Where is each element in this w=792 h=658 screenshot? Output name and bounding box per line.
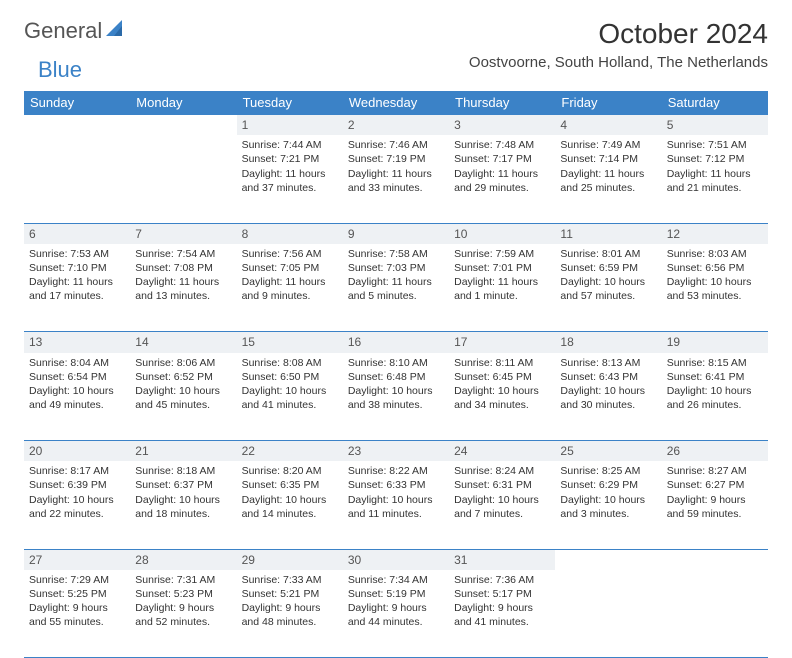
day-number-cell: 9 [343, 223, 449, 244]
day-detail-cell: Sunrise: 8:27 AMSunset: 6:27 PMDaylight:… [662, 461, 768, 549]
day-number-cell: 18 [555, 332, 661, 353]
month-title: October 2024 [469, 18, 768, 50]
day-detail-cell: Sunrise: 7:58 AMSunset: 7:03 PMDaylight:… [343, 244, 449, 332]
day-detail-cell: Sunrise: 7:56 AMSunset: 7:05 PMDaylight:… [237, 244, 343, 332]
logo-text-general: General [24, 18, 102, 44]
day-detail-cell: Sunrise: 8:04 AMSunset: 6:54 PMDaylight:… [24, 353, 130, 441]
day-detail-cell: Sunrise: 7:53 AMSunset: 7:10 PMDaylight:… [24, 244, 130, 332]
weekday-header: Saturday [662, 91, 768, 115]
day-number-cell: 31 [449, 549, 555, 570]
day-number-cell: 22 [237, 441, 343, 462]
day-detail-cell: Sunrise: 8:11 AMSunset: 6:45 PMDaylight:… [449, 353, 555, 441]
detail-row: Sunrise: 7:29 AMSunset: 5:25 PMDaylight:… [24, 570, 768, 658]
day-number-cell [130, 115, 236, 136]
day-number-cell: 19 [662, 332, 768, 353]
day-number-cell: 14 [130, 332, 236, 353]
weekday-header: Monday [130, 91, 236, 115]
day-detail-cell: Sunrise: 8:06 AMSunset: 6:52 PMDaylight:… [130, 353, 236, 441]
day-number-cell: 5 [662, 115, 768, 136]
day-detail-cell: Sunrise: 7:33 AMSunset: 5:21 PMDaylight:… [237, 570, 343, 658]
day-detail-cell: Sunrise: 7:36 AMSunset: 5:17 PMDaylight:… [449, 570, 555, 658]
daynum-row: 13141516171819 [24, 332, 768, 353]
daynum-row: 6789101112 [24, 223, 768, 244]
day-number-cell: 26 [662, 441, 768, 462]
day-number-cell: 4 [555, 115, 661, 136]
calendar-head: SundayMondayTuesdayWednesdayThursdayFrid… [24, 91, 768, 115]
day-number-cell: 12 [662, 223, 768, 244]
day-number-cell: 15 [237, 332, 343, 353]
day-detail-cell: Sunrise: 8:25 AMSunset: 6:29 PMDaylight:… [555, 461, 661, 549]
detail-row: Sunrise: 8:04 AMSunset: 6:54 PMDaylight:… [24, 353, 768, 441]
day-number-cell: 25 [555, 441, 661, 462]
day-detail-cell: Sunrise: 7:48 AMSunset: 7:17 PMDaylight:… [449, 135, 555, 223]
day-detail-cell: Sunrise: 8:13 AMSunset: 6:43 PMDaylight:… [555, 353, 661, 441]
daynum-row: 12345 [24, 115, 768, 136]
day-detail-cell: Sunrise: 8:01 AMSunset: 6:59 PMDaylight:… [555, 244, 661, 332]
day-number-cell: 29 [237, 549, 343, 570]
day-detail-cell: Sunrise: 8:22 AMSunset: 6:33 PMDaylight:… [343, 461, 449, 549]
day-detail-cell [130, 135, 236, 223]
day-detail-cell: Sunrise: 8:18 AMSunset: 6:37 PMDaylight:… [130, 461, 236, 549]
day-number-cell [24, 115, 130, 136]
day-number-cell: 21 [130, 441, 236, 462]
day-number-cell: 1 [237, 115, 343, 136]
daynum-row: 2728293031 [24, 549, 768, 570]
day-number-cell: 2 [343, 115, 449, 136]
day-number-cell: 11 [555, 223, 661, 244]
detail-row: Sunrise: 8:17 AMSunset: 6:39 PMDaylight:… [24, 461, 768, 549]
day-detail-cell: Sunrise: 8:17 AMSunset: 6:39 PMDaylight:… [24, 461, 130, 549]
day-number-cell: 30 [343, 549, 449, 570]
day-number-cell: 23 [343, 441, 449, 462]
location-text: Oostvoorne, South Holland, The Netherlan… [469, 54, 768, 71]
day-number-cell: 7 [130, 223, 236, 244]
day-detail-cell: Sunrise: 8:08 AMSunset: 6:50 PMDaylight:… [237, 353, 343, 441]
detail-row: Sunrise: 7:44 AMSunset: 7:21 PMDaylight:… [24, 135, 768, 223]
day-number-cell: 3 [449, 115, 555, 136]
day-detail-cell: Sunrise: 7:49 AMSunset: 7:14 PMDaylight:… [555, 135, 661, 223]
weekday-header: Friday [555, 91, 661, 115]
calendar-table: SundayMondayTuesdayWednesdayThursdayFrid… [24, 91, 768, 658]
day-number-cell: 28 [130, 549, 236, 570]
day-detail-cell: Sunrise: 8:20 AMSunset: 6:35 PMDaylight:… [237, 461, 343, 549]
day-number-cell: 8 [237, 223, 343, 244]
day-detail-cell: Sunrise: 7:34 AMSunset: 5:19 PMDaylight:… [343, 570, 449, 658]
weekday-header: Wednesday [343, 91, 449, 115]
day-number-cell: 20 [24, 441, 130, 462]
weekday-header: Tuesday [237, 91, 343, 115]
day-detail-cell: Sunrise: 7:29 AMSunset: 5:25 PMDaylight:… [24, 570, 130, 658]
day-detail-cell: Sunrise: 7:51 AMSunset: 7:12 PMDaylight:… [662, 135, 768, 223]
day-detail-cell: Sunrise: 8:24 AMSunset: 6:31 PMDaylight:… [449, 461, 555, 549]
weekday-header: Sunday [24, 91, 130, 115]
day-number-cell [662, 549, 768, 570]
day-number-cell: 27 [24, 549, 130, 570]
day-number-cell [555, 549, 661, 570]
logo: General [24, 18, 128, 44]
day-detail-cell [555, 570, 661, 658]
weekday-header: Thursday [449, 91, 555, 115]
day-detail-cell: Sunrise: 7:44 AMSunset: 7:21 PMDaylight:… [237, 135, 343, 223]
daynum-row: 20212223242526 [24, 441, 768, 462]
day-detail-cell [24, 135, 130, 223]
day-detail-cell: Sunrise: 8:10 AMSunset: 6:48 PMDaylight:… [343, 353, 449, 441]
day-number-cell: 6 [24, 223, 130, 244]
calendar-body: 12345 Sunrise: 7:44 AMSunset: 7:21 PMDay… [24, 115, 768, 658]
day-detail-cell: Sunrise: 7:46 AMSunset: 7:19 PMDaylight:… [343, 135, 449, 223]
title-block: October 2024 Oostvoorne, South Holland, … [469, 18, 768, 71]
day-detail-cell: Sunrise: 7:54 AMSunset: 7:08 PMDaylight:… [130, 244, 236, 332]
day-number-cell: 10 [449, 223, 555, 244]
day-number-cell: 13 [24, 332, 130, 353]
day-detail-cell: Sunrise: 7:59 AMSunset: 7:01 PMDaylight:… [449, 244, 555, 332]
day-number-cell: 17 [449, 332, 555, 353]
logo-text-blue: Blue [38, 57, 82, 82]
day-detail-cell: Sunrise: 8:15 AMSunset: 6:41 PMDaylight:… [662, 353, 768, 441]
sail-icon [106, 20, 126, 43]
detail-row: Sunrise: 7:53 AMSunset: 7:10 PMDaylight:… [24, 244, 768, 332]
day-detail-cell: Sunrise: 7:31 AMSunset: 5:23 PMDaylight:… [130, 570, 236, 658]
day-number-cell: 16 [343, 332, 449, 353]
day-detail-cell [662, 570, 768, 658]
day-number-cell: 24 [449, 441, 555, 462]
day-detail-cell: Sunrise: 8:03 AMSunset: 6:56 PMDaylight:… [662, 244, 768, 332]
